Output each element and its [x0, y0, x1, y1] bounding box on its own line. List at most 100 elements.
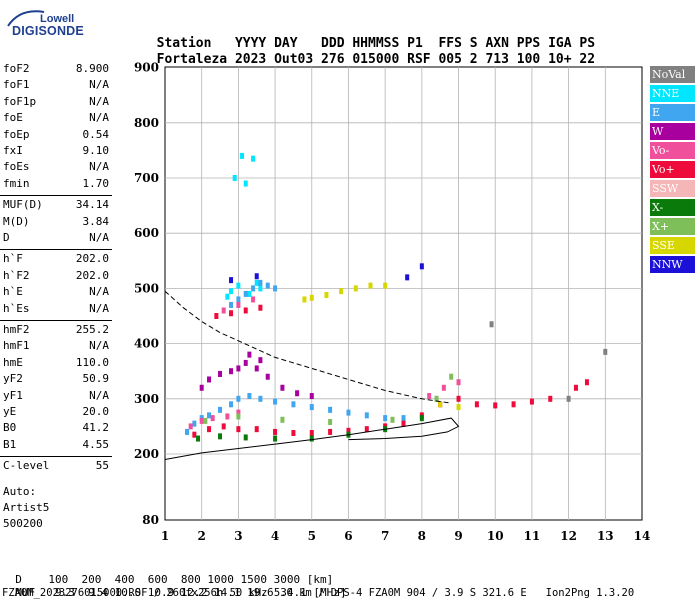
param-separator — [0, 249, 112, 251]
data-point — [192, 431, 197, 438]
param-row: foEs N/A — [3, 160, 109, 174]
param-name: D — [3, 231, 10, 244]
plot-frame — [164, 66, 643, 521]
distance-row: D 100 200 400 600 800 1000 1500 3000 [km… — [2, 560, 333, 586]
header-label: PPS — [516, 36, 541, 51]
legend-item: NoVal — [650, 66, 695, 83]
distance-value: 600 — [147, 573, 168, 586]
legend-item: W — [650, 123, 695, 140]
x-tick-label: 9 — [454, 529, 462, 543]
param-value: 202.0 — [75, 252, 109, 266]
data-point — [364, 426, 369, 433]
x-tick-label: 8 — [418, 529, 426, 543]
param-name: h`Es — [3, 301, 30, 315]
data-point — [258, 357, 263, 364]
legend-item: Vo+ — [650, 161, 695, 178]
param-row: B1 4.55 — [3, 438, 109, 452]
param-name: foE — [3, 111, 23, 125]
x-tick-label: 2 — [198, 529, 206, 543]
y-tick-label: 300 — [134, 392, 159, 406]
data-point — [273, 398, 278, 405]
x-tick-label: 5 — [308, 529, 316, 543]
header-value: 2023 — [234, 52, 267, 67]
data-point — [192, 420, 197, 427]
data-point — [390, 416, 395, 423]
x-tick-label: 12 — [560, 529, 577, 543]
data-point — [493, 402, 498, 409]
data-point — [346, 427, 351, 434]
legend-item: E — [650, 104, 695, 121]
param-value: 8.900 — [75, 62, 109, 75]
data-point — [243, 180, 248, 187]
header-label: IGA — [548, 36, 572, 51]
header-label: S — [469, 36, 478, 51]
data-point — [229, 401, 234, 408]
data-point — [309, 393, 314, 400]
header-label: FFS — [438, 36, 462, 51]
param-row: B0 41.2 — [3, 421, 109, 435]
y-tick-label: 80 — [142, 513, 159, 527]
data-point — [265, 282, 270, 289]
muf-value: 9.4 — [88, 586, 108, 599]
header-label: HHMMSS — [352, 36, 400, 51]
header-label: P1 — [407, 36, 423, 51]
data-point — [254, 279, 259, 286]
header-labels-row: Station YYYY DAY DDD HHMMSS P1 FFS S AXN… — [141, 21, 595, 51]
data-point — [273, 428, 278, 435]
data-point — [324, 292, 329, 299]
param-row: h`E N/A — [3, 285, 109, 299]
legend-item: NNE — [650, 85, 695, 102]
x-tick-label: 3 — [234, 529, 242, 543]
data-point — [291, 401, 296, 408]
param-row: hmF1 N/A — [3, 339, 109, 353]
muf-value: 10.0 — [114, 586, 142, 599]
data-point — [353, 285, 358, 292]
data-point — [401, 415, 406, 422]
param-row: MUF(D) 34.14 — [3, 198, 109, 212]
data-point — [229, 288, 234, 295]
param-value: N/A — [89, 301, 109, 315]
legend-item: X+ — [650, 218, 695, 235]
x-tick-label: 14 — [634, 529, 651, 543]
data-point — [203, 417, 208, 424]
data-point — [273, 435, 278, 442]
data-point — [199, 417, 204, 424]
data-point — [474, 401, 479, 408]
param-value: 255.2 — [75, 323, 109, 336]
param-name: yF1 — [3, 388, 23, 402]
data-point — [438, 401, 443, 408]
param-value: 55 — [95, 459, 109, 473]
data-point — [548, 395, 553, 402]
x-tick-label: 6 — [344, 529, 352, 543]
data-point — [236, 301, 241, 308]
param-name: hmE — [3, 355, 23, 369]
header-value: 005 — [438, 52, 462, 67]
param-value: 41.2 — [82, 421, 110, 435]
data-point — [456, 404, 461, 411]
data-point — [221, 423, 226, 430]
param-value: N/A — [89, 285, 109, 299]
data-point — [339, 288, 344, 295]
header-value: 015000 — [352, 52, 400, 67]
header-value: 276 — [321, 52, 345, 67]
header-value: 10+ — [548, 52, 572, 67]
data-point — [434, 395, 439, 402]
data-point — [225, 413, 230, 420]
data-point — [188, 423, 193, 430]
data-point — [229, 301, 234, 308]
y-tick-label: 900 — [134, 61, 159, 75]
param-value: 1.70 — [82, 176, 110, 190]
data-point — [529, 398, 534, 405]
header-label: DAY — [274, 36, 298, 51]
param-name: hmF2 — [3, 323, 30, 336]
param-value: 110.0 — [75, 355, 109, 369]
distance-value: 400 — [114, 573, 135, 586]
data-point — [364, 412, 369, 419]
legend-item: Vo- — [650, 142, 695, 159]
data-point — [247, 351, 252, 358]
param-row: foF1 N/A — [3, 78, 109, 92]
data-point — [207, 426, 212, 433]
data-point — [207, 412, 212, 419]
data-point — [229, 277, 234, 284]
param-row: fxI 9.10 — [3, 144, 109, 158]
